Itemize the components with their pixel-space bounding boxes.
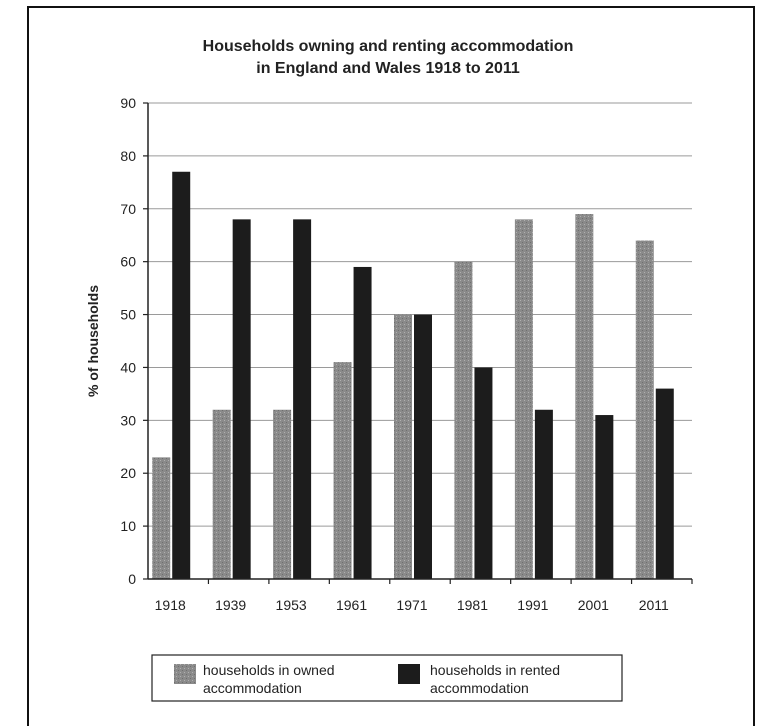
y-tick-label: 60 [120, 254, 136, 270]
y-tick-label: 20 [120, 465, 136, 481]
bar-rented [595, 415, 614, 579]
bar-rented [172, 171, 191, 579]
x-tick-label: 1918 [155, 597, 186, 613]
legend-label-owned-line-1: households in owned [203, 662, 335, 678]
bar-owned [454, 261, 473, 579]
y-tick-label: 90 [120, 95, 136, 111]
x-tick-label: 1971 [396, 597, 427, 613]
chart-title-line-2: in England and Wales 1918 to 2011 [256, 60, 520, 77]
y-tick-label: 40 [120, 359, 136, 375]
bar-owned [333, 362, 352, 579]
y-tick-label: 50 [120, 307, 136, 323]
legend-box [151, 654, 623, 702]
bar-rented [232, 219, 251, 579]
bar-owned [575, 214, 594, 580]
y-tick-label: 70 [120, 201, 136, 217]
x-tick-label: 1961 [336, 597, 367, 613]
bar-rented [293, 219, 312, 579]
x-tick-label: 1953 [276, 597, 307, 613]
y-tick-label: 80 [120, 148, 136, 164]
bar-rented [534, 409, 553, 579]
bar-owned [152, 457, 171, 579]
x-tick-label: 1939 [215, 597, 246, 613]
x-tick-label: 1991 [517, 597, 548, 613]
legend-label-rented-line-2: accommodation [430, 680, 529, 696]
x-tick-label: 2001 [578, 597, 609, 613]
y-tick-label: 0 [128, 571, 136, 587]
chart-title-line-1: Households owning and renting accommodat… [203, 38, 574, 55]
bar-owned [635, 240, 654, 579]
bar-rented [353, 266, 372, 579]
legend-label-owned-line-2: accommodation [203, 680, 302, 696]
x-tick-label: 1981 [457, 597, 488, 613]
y-axis-label: % of households [85, 285, 101, 397]
bars [152, 171, 674, 580]
y-tick-label: 30 [120, 412, 136, 428]
x-tick-label: 2011 [639, 597, 669, 613]
bar-rented [474, 367, 493, 579]
bar-rented [655, 388, 674, 579]
bar-owned [394, 314, 412, 579]
bar-owned [273, 409, 292, 579]
legend-swatch-rented [398, 664, 420, 684]
x-axis-ticks: 1918 1939 1953 1961 1971 1981 1991 2001 2011 [155, 579, 693, 613]
legend-swatch-owned [174, 664, 196, 684]
bar-owned [212, 409, 231, 579]
y-axis-ticks: 0 10 20 30 40 50 60 70 80 90 [120, 95, 148, 587]
y-tick-label: 10 [120, 518, 136, 534]
legend: households in owned accommodation househ… [151, 654, 623, 702]
legend-label-rented-line-1: households in rented [430, 662, 560, 678]
bar-rented [414, 314, 432, 579]
bar-owned [514, 219, 533, 579]
